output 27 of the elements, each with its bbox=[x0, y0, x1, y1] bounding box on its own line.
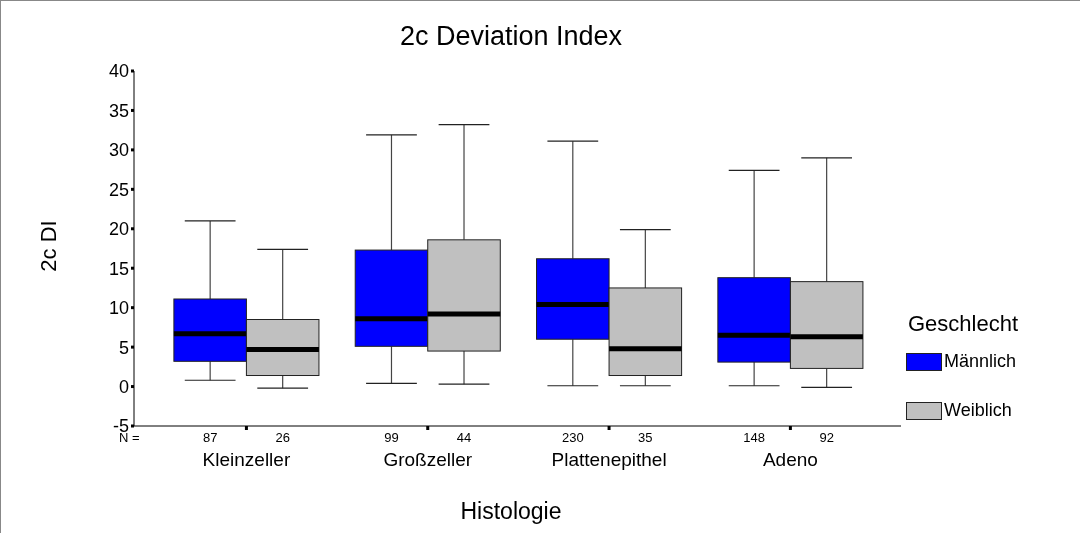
y-tick-label: 15 bbox=[108, 258, 129, 279]
y-tick-label: 30 bbox=[108, 140, 129, 161]
text: 44 bbox=[455, 430, 473, 445]
legend-title: Geschlecht bbox=[908, 311, 1019, 337]
text: 92 bbox=[818, 430, 835, 445]
y-tick-label: 0 bbox=[118, 376, 129, 397]
y-tick-label: 40 bbox=[108, 61, 129, 82]
x-tick-label: Kleinzeller bbox=[202, 449, 291, 470]
text: 35 bbox=[637, 430, 654, 445]
x-tick-label: Adeno bbox=[762, 449, 818, 470]
text: 148 bbox=[742, 430, 766, 445]
y-tick-label: 5 bbox=[118, 337, 129, 358]
x-tick-label: Großzeller bbox=[383, 449, 473, 470]
text: 26 bbox=[274, 430, 291, 445]
y-tick-label: 25 bbox=[108, 179, 129, 200]
text: 87 bbox=[201, 430, 219, 445]
y-tick-label: 10 bbox=[108, 298, 129, 319]
text: 99 bbox=[383, 430, 400, 445]
x-axis-title: Histologie bbox=[459, 498, 563, 525]
legend-label: Weiblich bbox=[944, 400, 1012, 421]
x-tick-label: Plattenepithel bbox=[551, 449, 667, 470]
y-tick-label: 35 bbox=[108, 100, 129, 121]
y-axis-title: 2c DI bbox=[36, 220, 62, 272]
legend-label: Männlich bbox=[944, 351, 1017, 372]
text: 230 bbox=[560, 430, 585, 445]
chart-title: 2c Deviation Index bbox=[398, 21, 624, 52]
y-tick-label: 20 bbox=[108, 219, 129, 240]
